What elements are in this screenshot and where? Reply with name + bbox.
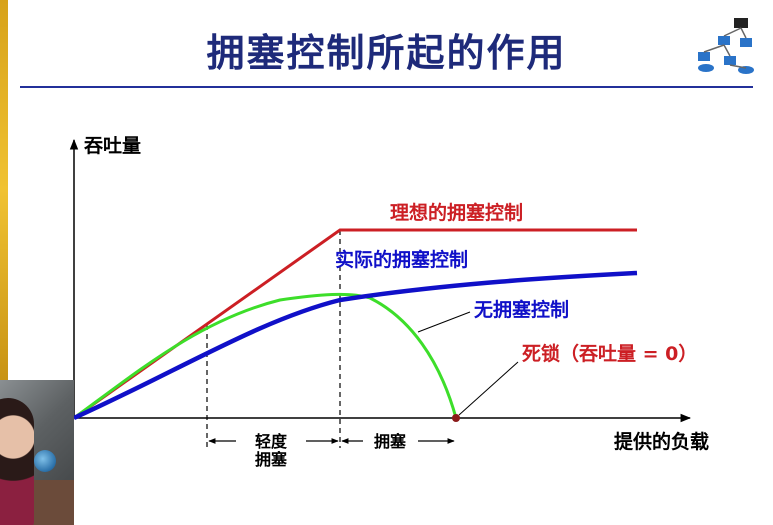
network-logo-icon	[698, 18, 754, 74]
presenter-avatar	[0, 398, 34, 525]
x-axis-label: 提供的负载	[614, 430, 709, 453]
slide-edge-band	[0, 0, 8, 380]
y-axis-label: 吞吐量	[84, 135, 141, 157]
no-control-pointer	[417, 311, 471, 333]
title-divider	[20, 86, 753, 88]
webcam-desk	[26, 480, 74, 525]
actual-curve	[73, 270, 638, 421]
ideal-curve-label: 理想的拥塞控制	[390, 201, 523, 224]
no-control-curve-label: 无拥塞控制	[474, 298, 569, 321]
presenter-webcam	[0, 380, 74, 525]
light-congestion-label-1: 轻度	[255, 432, 288, 451]
actual-curve-label: 实际的拥塞控制	[335, 248, 468, 271]
deadlock-label: 死锁（吞吐量 = 0）	[522, 342, 697, 365]
no-control-curve	[73, 292, 458, 420]
slide-title: 拥塞控制所起的作用	[206, 31, 567, 75]
globe-icon	[34, 450, 56, 472]
deadlock-point	[452, 414, 460, 422]
light-congestion-label-2: 拥塞	[255, 450, 288, 469]
congestion-region-label: 拥塞	[374, 432, 407, 451]
deadlock-pointer	[458, 361, 519, 416]
